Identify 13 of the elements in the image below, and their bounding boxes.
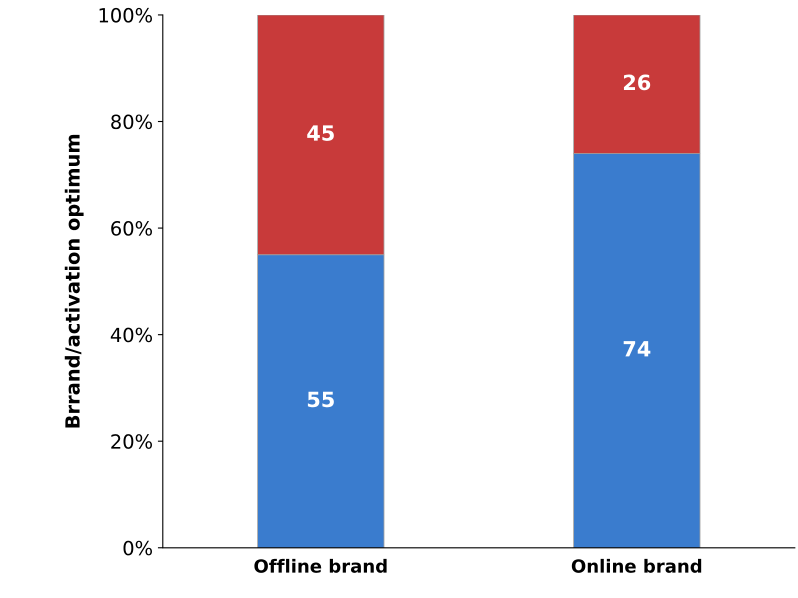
data-label: 55 xyxy=(308,392,334,408)
data-label: 45 xyxy=(307,125,334,141)
y-tick-label: 40% xyxy=(110,328,152,342)
x-tick-label: Online brand xyxy=(572,558,702,573)
y-tick-label: 60% xyxy=(111,221,152,236)
x-tick-label: Offline brand xyxy=(254,558,387,573)
data-label: 74 xyxy=(624,341,650,356)
y-axis-title: Brrand/activation optimum xyxy=(64,134,84,428)
y-tick-label: 20% xyxy=(111,434,152,449)
y-tick-label: 0% xyxy=(124,540,152,556)
data-label: 26 xyxy=(624,74,650,90)
y-tick-label: 80% xyxy=(111,114,152,130)
y-tick-label: 100% xyxy=(100,8,152,23)
